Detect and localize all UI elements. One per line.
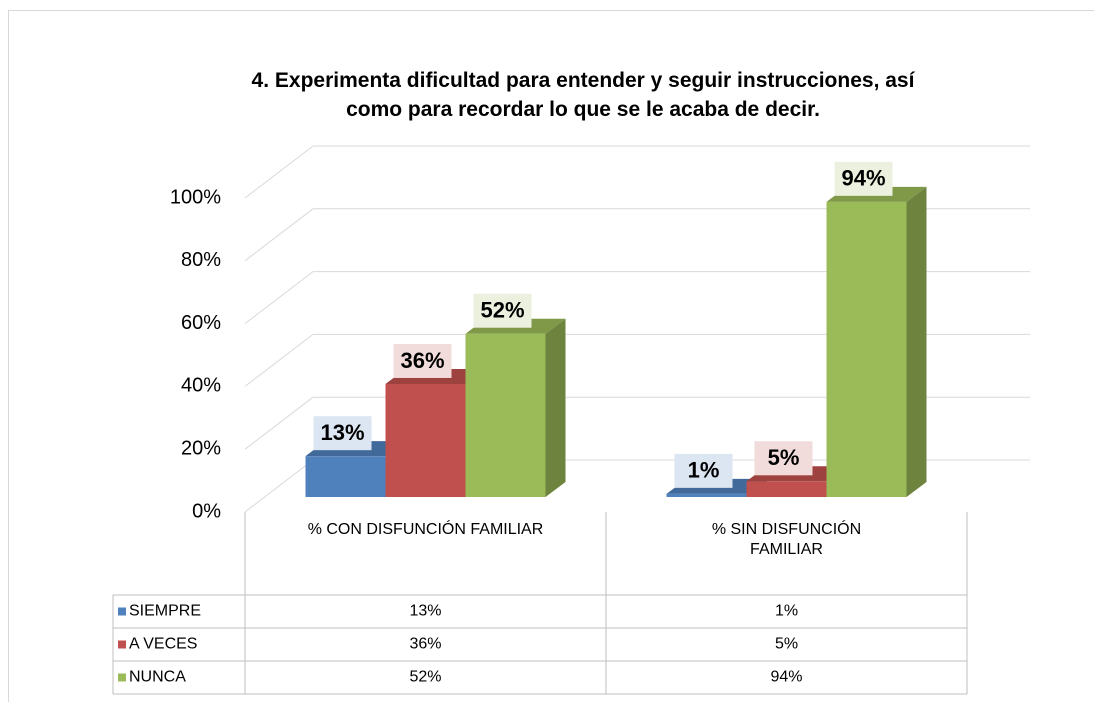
legend-label: A VECES (129, 636, 197, 653)
y-tick-label: 80% (181, 249, 221, 271)
x-tick-label: % CON DISFUNCIÓN FAMILIAR (307, 521, 544, 538)
legend-swatch (118, 640, 126, 649)
table-cell: 52% (409, 669, 441, 686)
category-box: % SIN DISFUNCIÓN FAMILIAR (711, 521, 862, 558)
bar-front (746, 481, 827, 497)
value-label: 94% (841, 166, 885, 191)
grid-line (244, 271, 314, 324)
bar-front (465, 333, 546, 497)
bar-front (666, 493, 747, 497)
grid-line (244, 396, 314, 450)
bar-front (385, 383, 466, 497)
bar (826, 186, 927, 497)
legend-label: SIEMPRE (129, 603, 201, 620)
value-label-bg (473, 293, 532, 328)
y-tick-label: 40% (181, 375, 221, 397)
x-tick-label: % SIN DISFUNCIÓN FAMILIAR (711, 521, 862, 558)
value-label-bg (754, 441, 813, 476)
category-box: % CON DISFUNCIÓN FAMILIAR (307, 521, 544, 538)
value-label: 5% (768, 445, 800, 470)
legend-swatch (118, 673, 126, 682)
grid-line (244, 334, 314, 387)
chart-title: 4. Experimenta dificultad para entender … (251, 69, 915, 121)
bar-side (545, 318, 566, 497)
value-label-bg (313, 416, 372, 451)
chart-border (8, 10, 1094, 702)
bar-front (826, 201, 907, 497)
value-label: 1% (688, 458, 720, 483)
bar-front (305, 456, 386, 497)
table-cell: 94% (770, 669, 802, 686)
value-label-bg (834, 161, 893, 196)
value-label-bg (674, 453, 733, 488)
value-label: 13% (320, 420, 364, 445)
table-cell: 36% (409, 636, 441, 653)
value-label-bg (393, 343, 452, 378)
y-tick-label: 60% (181, 312, 221, 334)
value-label: 36% (400, 348, 444, 373)
y-tick-label: 20% (181, 437, 221, 459)
grid-line (244, 145, 314, 199)
title-box: 4. Experimenta dificultad para entender … (251, 69, 915, 121)
legend-label: NUNCA (129, 669, 186, 686)
table-cell: 1% (775, 603, 798, 620)
table-cell: 13% (409, 603, 441, 620)
y-tick-label: 0% (192, 500, 221, 522)
bar-side (906, 186, 927, 497)
table-cell: 5% (775, 636, 798, 653)
legend-swatch (118, 607, 126, 616)
grid-line (244, 459, 314, 513)
bar (465, 318, 566, 497)
value-label: 52% (480, 298, 524, 323)
grid-line (244, 208, 314, 262)
y-tick-label: 100% (170, 186, 221, 208)
